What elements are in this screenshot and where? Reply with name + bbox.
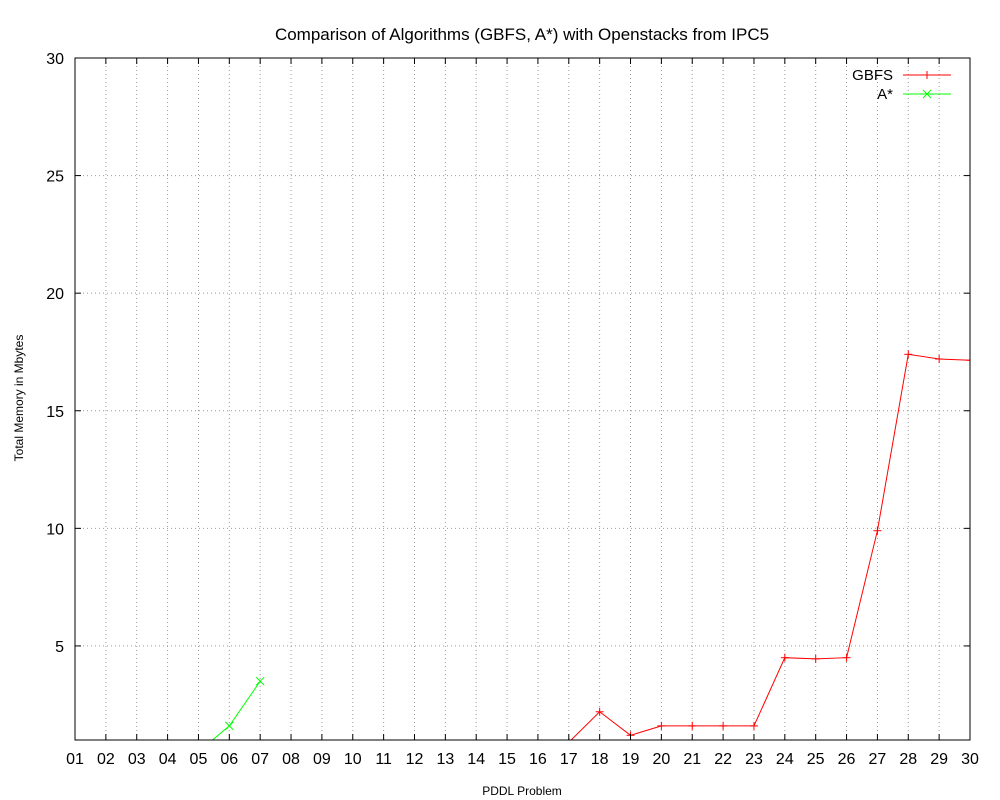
legend-label: GBFS — [852, 67, 893, 84]
legend-label: A* — [877, 86, 893, 103]
grid — [75, 58, 970, 740]
x-tick-label: 06 — [220, 751, 238, 768]
data-point — [719, 721, 728, 730]
x-tick-label: 08 — [282, 751, 300, 768]
x-tick-label: 19 — [622, 751, 640, 768]
y-tick-label: 30 — [46, 51, 64, 68]
series-line — [211, 680, 261, 740]
x-tick-label: 23 — [745, 751, 763, 768]
legend: GBFS A* — [852, 67, 951, 103]
x-tick-label: 28 — [899, 751, 917, 768]
series-layer — [211, 350, 970, 740]
y-tick-label: 10 — [46, 521, 64, 538]
x-tick-label: 30 — [961, 751, 979, 768]
chart-title: Comparison of Algorithms (GBFS, A*) with… — [275, 25, 769, 44]
x-tick-label: 15 — [498, 751, 516, 768]
x-tick-label: 11 — [375, 751, 392, 768]
series-gbfs-group — [568, 350, 970, 740]
legend-marker — [922, 89, 932, 99]
x-tick-label: 07 — [251, 751, 269, 768]
y-tick-label: 5 — [55, 639, 64, 656]
series-a-group — [211, 676, 265, 740]
x-tick-label: 21 — [683, 751, 701, 768]
x-tick-label: 17 — [560, 751, 578, 768]
series-line — [570, 353, 970, 740]
data-point — [811, 654, 820, 663]
x-tick-label: 01 — [66, 751, 84, 768]
data-point — [966, 356, 970, 365]
y-axis-label: Total Memory in Mbytes — [12, 335, 26, 462]
x-tick-label: 27 — [869, 751, 887, 768]
data-point — [935, 355, 944, 364]
x-tick-label: 04 — [159, 751, 177, 768]
y-tick-label: 25 — [46, 169, 64, 186]
x-tick-label: 10 — [344, 751, 362, 768]
data-point — [749, 721, 758, 730]
x-tick-label: 18 — [591, 751, 609, 768]
x-tick-label: 20 — [652, 751, 670, 768]
x-tick-label: 26 — [838, 751, 856, 768]
y-tick-label: 15 — [46, 404, 64, 421]
data-point — [780, 653, 789, 662]
data-point — [224, 721, 234, 731]
data-point — [657, 721, 666, 730]
plot-frame — [74, 57, 971, 741]
x-tick-label: 25 — [807, 751, 825, 768]
data-point — [842, 653, 851, 662]
x-tick-label: 24 — [776, 751, 794, 768]
y-tick-label: 20 — [46, 286, 64, 303]
x-tick-label: 05 — [190, 751, 208, 768]
legend-marker — [923, 71, 931, 79]
x-tick-label: 16 — [529, 751, 547, 768]
x-axis-label: PDDL Problem — [482, 784, 562, 798]
x-tick-label: 22 — [714, 751, 732, 768]
x-tick-label: 02 — [97, 751, 115, 768]
x-tick-label: 14 — [467, 751, 485, 768]
data-point — [595, 707, 604, 716]
x-tick-label: 13 — [436, 751, 454, 768]
data-point — [255, 676, 265, 686]
x-tick-label: 09 — [313, 751, 331, 768]
data-point — [688, 721, 697, 730]
x-tick-label: 12 — [406, 751, 424, 768]
data-point — [873, 526, 882, 535]
x-tick-label: 03 — [128, 751, 146, 768]
x-tick-label: 29 — [930, 751, 948, 768]
data-point — [904, 350, 913, 359]
ticks: 01 02 03 04 05 06 07 08 09 10 11 12 13 14 15 16 17 18 19 20… — [46, 51, 979, 768]
